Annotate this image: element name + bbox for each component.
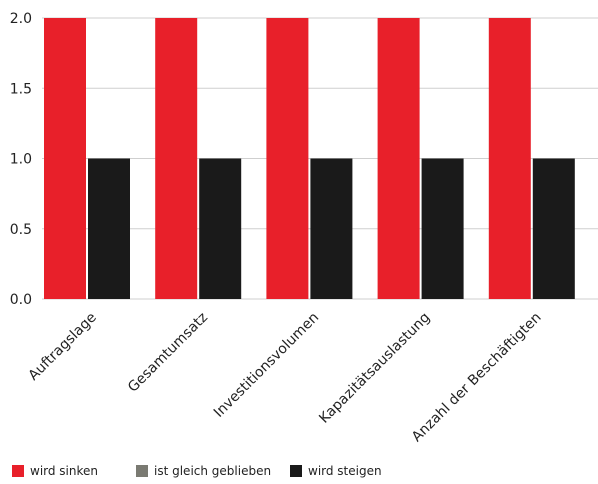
legend-swatch-sinken [12, 465, 24, 477]
legend: wird sinken ist gleich geblieben wird st… [0, 464, 598, 482]
bar-sinken-2 [266, 18, 309, 299]
legend-item-gleich: ist gleich geblieben [136, 464, 271, 478]
bar-steigen-4 [532, 158, 575, 299]
bar-steigen-3 [421, 158, 464, 299]
bar-chart: 0.0 0.5 1.0 1.5 2.0 Auftragslage Gesamtumsatz… [10, 11, 598, 446]
legend-item-sinken: wird sinken [12, 464, 98, 478]
bar-steigen-2 [310, 158, 353, 299]
legend-item-steigen: wird steigen [290, 464, 382, 478]
bar-sinken-3 [377, 18, 420, 299]
x-tick-label: Gesamtumsatz [125, 310, 211, 396]
y-tick-label: 0.0 [10, 292, 32, 308]
bar-steigen-0 [88, 158, 130, 299]
legend-label-sinken: wird sinken [30, 464, 99, 478]
y-axis: 0.0 0.5 1.0 1.5 2.0 [10, 11, 32, 308]
y-tick-label: 1.0 [10, 152, 32, 168]
bars [44, 18, 575, 299]
x-axis: Auftragslage Gesamtumsatz Investitionsvolu… [26, 310, 545, 446]
x-tick-label: Kapazitätsauslastung [316, 310, 433, 427]
y-tick-label: 0.5 [10, 222, 32, 238]
x-tick-label: Investitionsvolumen [211, 310, 322, 421]
x-tick-label: Anzahl der Beschäftigten [409, 310, 545, 446]
y-tick-label: 2.0 [10, 11, 32, 27]
legend-label-gleich: ist gleich geblieben [154, 464, 272, 478]
y-tick-label: 1.5 [10, 81, 32, 97]
bar-steigen-1 [199, 158, 242, 299]
legend-label-steigen: wird steigen [308, 464, 382, 478]
bar-sinken-0 [44, 18, 86, 299]
legend-swatch-steigen [290, 465, 302, 477]
bar-sinken-4 [488, 18, 531, 299]
x-tick-label: Auftragslage [26, 310, 100, 384]
bar-sinken-1 [155, 18, 198, 299]
legend-swatch-gleich [136, 465, 148, 477]
